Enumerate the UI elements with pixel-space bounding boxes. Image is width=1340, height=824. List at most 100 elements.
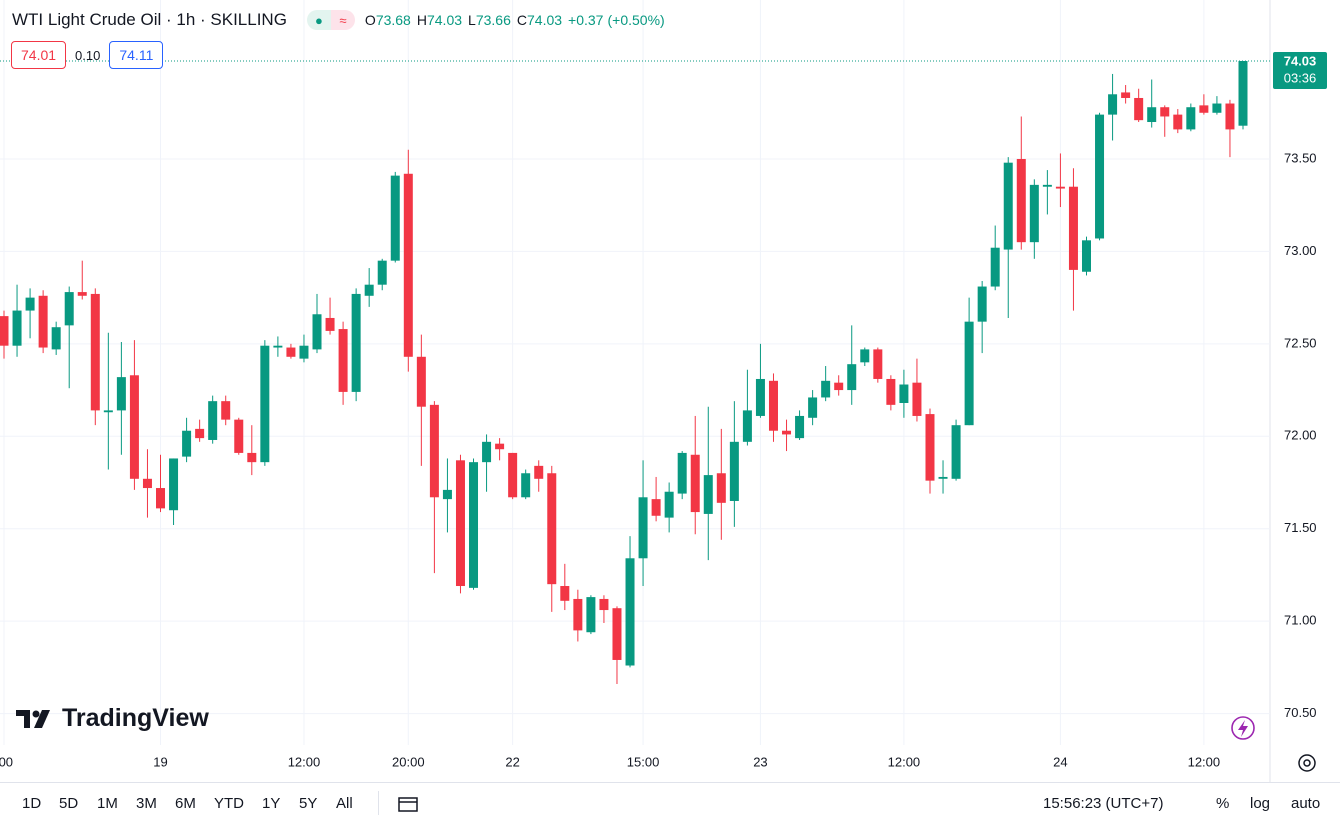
legend-value: 74.03 [527,12,563,28]
candle-body [521,473,531,498]
symbol-title: WTI Light Crude Oil · 1h · SKILLING [12,10,287,29]
candle-body [599,598,609,611]
y-tick-label: 71.50 [1284,520,1317,535]
candle-body [0,316,9,346]
candle-body [612,608,622,660]
candle-body [103,410,113,413]
date-range-icon[interactable] [397,794,421,814]
settings-icon[interactable] [1298,754,1316,772]
x-tick-label: 23 [753,754,767,769]
candle-body [886,378,896,405]
ohlc-legend: O73.68 H74.03 L73.66 C74.03 +0.37 (+0.50%) [359,12,665,28]
x-tick-label: 12:00 [1188,754,1221,769]
auto-toggle[interactable]: auto [1291,795,1321,812]
range-button[interactable]: 5D [59,795,79,812]
bid-button[interactable]: 74.01 [11,41,67,69]
spread: 0.10 [75,47,101,63]
candle-body [847,364,857,391]
x-tick-label: 19 [153,754,167,769]
range-button[interactable]: 1D [22,795,42,812]
candle-body [182,430,192,457]
bolt-icon[interactable] [1231,716,1255,740]
candle-body [703,475,713,514]
candle-body [821,380,831,398]
range-button[interactable]: 3M [136,795,157,812]
candle-body [547,473,557,585]
y-tick-label: 72.50 [1284,335,1317,350]
candle-body [364,284,374,296]
candle-body [77,292,87,296]
candle-body [899,384,909,404]
log-toggle[interactable]: log [1250,795,1271,812]
candle-body [534,465,544,479]
candle-body [64,292,74,326]
y-tick-label: 71.00 [1284,613,1317,628]
candle-body [469,462,479,588]
range-button[interactable]: 1Y [262,795,281,812]
legend-value: 74.03 [426,12,463,28]
candle-body [495,443,505,450]
candle-body [1068,186,1078,270]
x-tick-label: 15:00 [627,754,660,769]
candle-body [442,489,452,500]
candle-body [977,286,987,322]
legend-change: +0.37 [568,12,604,28]
candle-body [338,329,348,392]
candle-body [625,558,635,666]
candle-body [116,377,126,411]
candle-body [455,460,465,587]
legend-value: 73.66 [475,12,511,28]
header: WTI Light Crude Oil · 1h · SKILLING ● ≈ O… [12,10,665,30]
candle-body [664,491,674,518]
candle-body [873,349,883,379]
candle-body [1029,184,1039,243]
range-button[interactable]: 5Y [299,795,318,812]
range-button[interactable]: 1M [97,795,118,812]
candle-body [508,452,518,498]
candle-body [1121,92,1131,98]
candle-body [129,375,139,479]
candle-body [1003,162,1013,250]
x-tick-label: 24 [1053,754,1067,769]
candle-body [716,473,726,503]
y-tick-label: 70.50 [1284,705,1317,720]
candle-body [782,430,792,435]
separator [378,791,379,815]
candle-body [755,378,765,416]
candle-body [208,401,218,440]
candle-body [573,598,583,631]
legend-change-pct: (+0.50%) [607,12,665,28]
x-tick-label: 22 [505,754,519,769]
candle-body [729,441,739,501]
candle-body [1108,94,1118,115]
range-button[interactable]: YTD [214,795,244,812]
candle-body [1186,107,1196,130]
candle-body [586,597,596,633]
range-button[interactable]: All [336,795,353,812]
candle-body [1042,184,1052,187]
candle-body [12,310,22,346]
percent-toggle[interactable]: % [1216,795,1230,812]
countdown-label: 03:36 [1284,70,1317,85]
candle-body [221,401,231,420]
candle-body [169,458,179,511]
candle-body [260,345,270,463]
candle-body [90,293,100,411]
watermark: TradingView [16,704,209,733]
quote: 74.01 0.10 74.11 [11,41,164,69]
range-button[interactable]: 6M [175,795,196,812]
candle-body [234,419,244,453]
candle-body [390,175,400,261]
candle-body [651,499,661,516]
candle-body [638,497,648,559]
candle-body [1212,103,1222,113]
ask-button[interactable]: 74.11 [109,41,164,69]
candle-body [560,586,570,601]
candle-body [690,454,700,513]
logo [16,709,50,728]
status-badge[interactable]: ● ≈ [306,10,355,30]
watermark-text: TradingView [62,704,209,732]
candle-body [1147,107,1157,123]
legend-value: 73.68 [375,12,411,28]
candle-body [938,476,948,479]
